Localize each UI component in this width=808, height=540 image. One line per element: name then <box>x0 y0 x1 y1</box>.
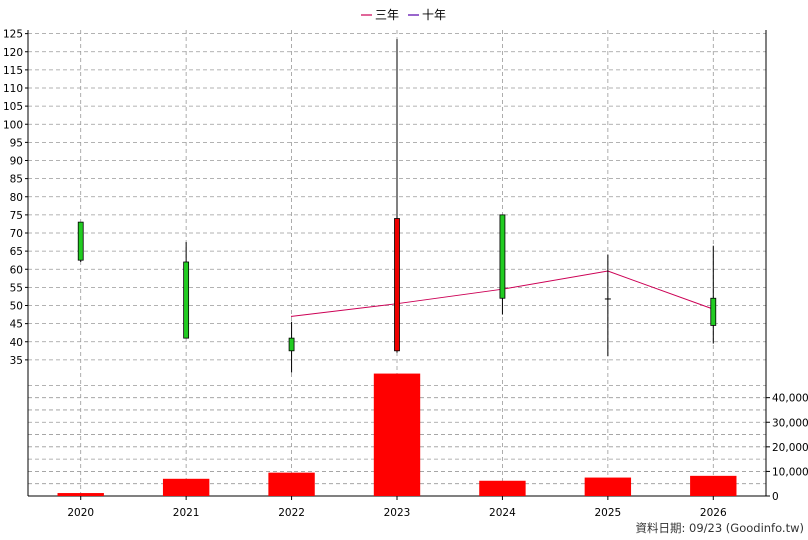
price-tick-label: 115 <box>3 65 23 77</box>
price-tick-label: 45 <box>10 319 23 331</box>
price-tick-label: 50 <box>10 301 23 313</box>
volume-bar <box>57 493 104 496</box>
legend: 三年 十年 <box>361 8 446 22</box>
x-tick-label: 2026 <box>700 507 727 519</box>
candle-body <box>77 221 84 261</box>
price-tick-label: 40 <box>10 337 23 349</box>
price-tick-label: 100 <box>3 119 23 131</box>
x-tick-label: 2024 <box>489 507 516 519</box>
volume-bars <box>57 373 737 496</box>
price-tick-label: 105 <box>3 101 23 113</box>
volume-bar <box>584 477 632 496</box>
price-tick-label: 90 <box>10 156 23 168</box>
volume-tick-label: 30,000 <box>772 417 808 429</box>
x-tick-label: 2021 <box>173 507 200 519</box>
legend-label-three-year: 三年 <box>375 8 399 22</box>
x-tick-label: 2025 <box>594 507 621 519</box>
x-tick-label: 2020 <box>67 507 94 519</box>
volume-bar <box>268 472 315 496</box>
volume-bar <box>373 373 421 496</box>
volume-bar <box>479 480 526 496</box>
price-tick-label: 95 <box>10 137 23 149</box>
price-tick-label: 125 <box>3 29 23 41</box>
three-year-point <box>290 315 293 317</box>
price-tick-label: 75 <box>10 210 23 222</box>
volume-bar <box>162 478 210 496</box>
price-tick-label: 110 <box>3 83 23 95</box>
source-note: 資料日期: 09/23 (Goodinfo.tw) <box>635 521 804 535</box>
price-tick-label: 35 <box>10 355 23 367</box>
volume-bar <box>690 475 737 496</box>
price-tick-label: 70 <box>10 228 23 240</box>
legend-label-ten-year: 十年 <box>422 8 446 22</box>
candle-body <box>394 218 400 352</box>
price-tick-label: 120 <box>3 47 23 59</box>
candle-body <box>183 261 190 339</box>
x-tick-label: 2023 <box>384 507 411 519</box>
candles <box>77 39 717 373</box>
price-tick-label: 60 <box>10 264 23 276</box>
volume-tick-label: 10,000 <box>772 466 808 478</box>
price-tick-label: 55 <box>10 282 23 294</box>
price-tick-label: 85 <box>10 174 23 186</box>
volume-tick-label: 0 <box>772 491 779 503</box>
volume-tick-label: 40,000 <box>772 393 808 405</box>
price-tick-label: 80 <box>10 192 23 204</box>
price-tick-label: 65 <box>10 246 23 258</box>
volume-tick-label: 20,000 <box>772 442 808 454</box>
candle-body <box>499 214 506 299</box>
candle-body <box>710 297 717 326</box>
x-tick-label: 2022 <box>278 507 305 519</box>
axes: 35 40 45 50 55 60 65 70 75 80 85 90 95 100 105 110 115 12… <box>3 29 808 519</box>
candle-body <box>288 337 295 352</box>
